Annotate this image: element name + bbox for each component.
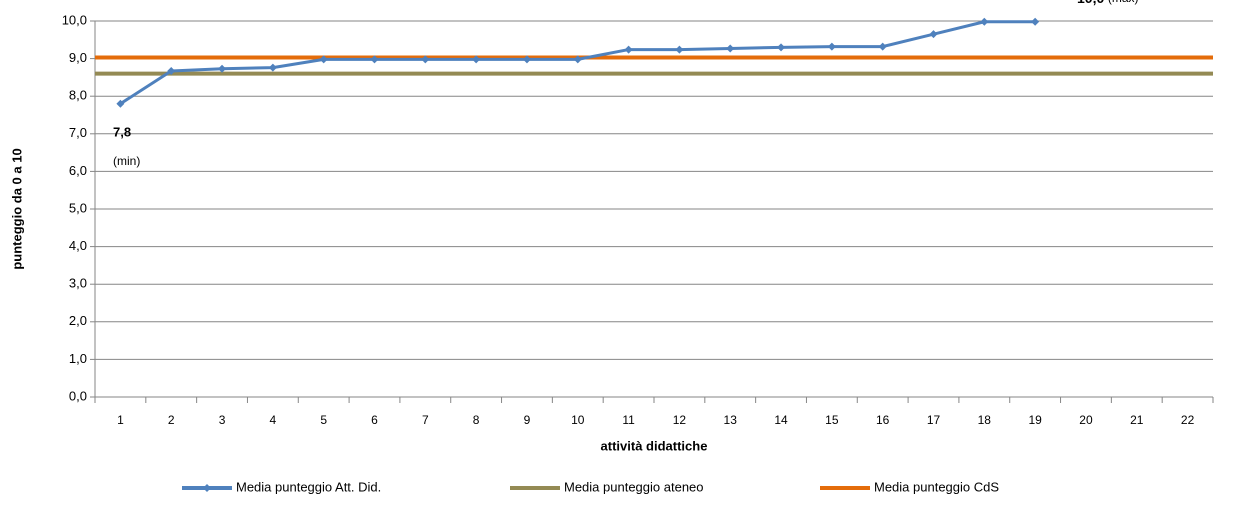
y-tick-label: 10,0 <box>62 12 87 27</box>
x-tick-label: 19 <box>1028 413 1042 427</box>
marker <box>319 55 328 64</box>
x-tick-label: 16 <box>876 413 890 427</box>
x-tick-label: 18 <box>978 413 992 427</box>
y-tick-label: 5,0 <box>69 200 87 215</box>
legend-label: Media punteggio CdS <box>874 479 999 494</box>
x-tick-label: 21 <box>1130 413 1144 427</box>
x-tick-label: 9 <box>524 413 531 427</box>
marker <box>726 44 735 53</box>
marker <box>573 55 582 64</box>
x-tick-label: 11 <box>622 413 635 427</box>
x-tick-label: 15 <box>825 413 839 427</box>
marker <box>675 45 684 54</box>
y-tick-label: 8,0 <box>69 88 87 103</box>
x-tick-label: 2 <box>168 413 175 427</box>
legend-marker <box>203 484 211 492</box>
x-tick-label: 13 <box>724 413 738 427</box>
marker <box>268 63 277 72</box>
x-tick-label: 12 <box>673 413 687 427</box>
marker <box>370 55 379 64</box>
annotation-note: (min) <box>113 154 140 168</box>
x-tick-label: 22 <box>1181 413 1195 427</box>
legend-label: Media punteggio ateneo <box>564 479 704 494</box>
x-tick-label: 14 <box>774 413 788 427</box>
y-axis-label: punteggio da 0 a 10 <box>9 148 24 269</box>
marker <box>421 55 430 64</box>
y-tick-label: 0,0 <box>69 388 87 403</box>
x-axis-label: attività didattiche <box>601 438 708 453</box>
marker <box>167 67 176 76</box>
y-tick-label: 7,0 <box>69 125 87 140</box>
x-tick-label: 1 <box>117 413 124 427</box>
x-tick-label: 20 <box>1079 413 1093 427</box>
x-tick-label: 6 <box>371 413 378 427</box>
y-tick-label: 6,0 <box>69 163 87 178</box>
marker <box>878 42 887 51</box>
x-tick-label: 10 <box>571 413 585 427</box>
marker <box>827 42 836 51</box>
y-tick-label: 3,0 <box>69 276 87 291</box>
marker <box>624 45 633 54</box>
y-tick-label: 1,0 <box>69 351 87 366</box>
annotation-note: (max) <box>1108 0 1139 5</box>
marker <box>980 17 989 26</box>
annotation-value: 7,8 <box>113 124 131 139</box>
y-tick-label: 9,0 <box>69 50 87 65</box>
marker <box>522 55 531 64</box>
marker <box>929 30 938 39</box>
annotation: 10,0 (max) <box>1077 0 1139 6</box>
marker <box>1031 17 1040 26</box>
x-tick-label: 3 <box>219 413 226 427</box>
annotation-value: 10,0 <box>1077 0 1104 6</box>
marker <box>777 43 786 52</box>
marker <box>116 99 125 108</box>
x-tick-label: 7 <box>422 413 429 427</box>
x-tick-label: 8 <box>473 413 480 427</box>
marker <box>218 64 227 73</box>
marker <box>472 55 481 64</box>
x-tick-label: 5 <box>320 413 327 427</box>
x-tick-label: 17 <box>927 413 941 427</box>
y-tick-label: 4,0 <box>69 238 87 253</box>
legend-label: Media punteggio Att. Did. <box>236 479 381 494</box>
y-tick-label: 2,0 <box>69 313 87 328</box>
x-tick-label: 4 <box>270 413 277 427</box>
